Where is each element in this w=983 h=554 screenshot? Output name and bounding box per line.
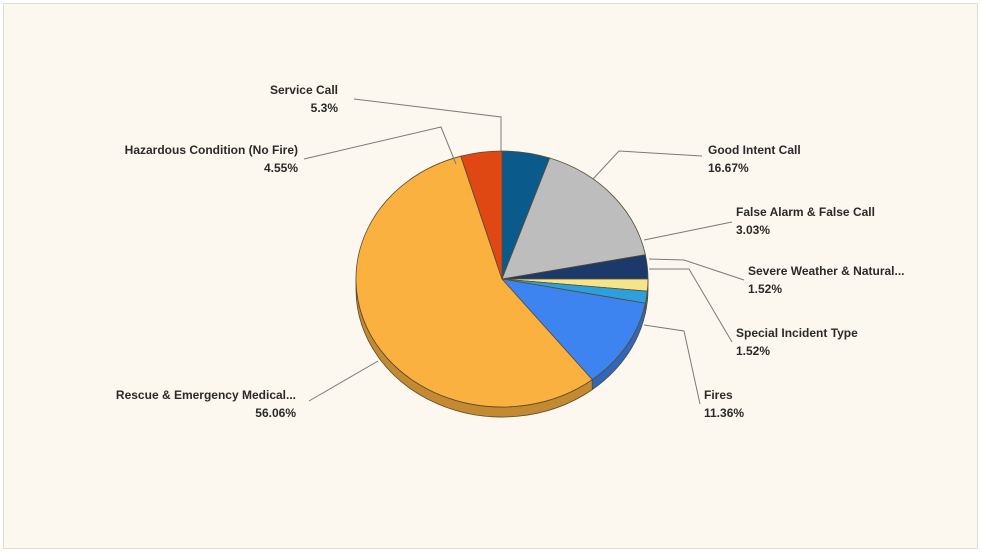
pie-slices [355, 150, 649, 408]
leader-line-severe-weather-natural [648, 258, 745, 281]
slice-good-intent-call[interactable] [501, 157, 646, 280]
leader-line-hazardous-condition-no-fire [303, 126, 457, 165]
slice-value-service-call: 5.3% [311, 101, 339, 115]
slice-value-fires: 11.36% [704, 406, 744, 420]
leader-line-rescue-emergency-medical [308, 360, 379, 402]
leader-lines [303, 98, 745, 405]
slice-value-severe-weather-natural: 1.52% [748, 282, 782, 296]
leader-line-fires [643, 324, 701, 405]
slice-label-severe-weather-natural: Severe Weather & Natural... [748, 264, 905, 278]
slice-fires[interactable] [500, 278, 646, 381]
leader-line-good-intent-call [592, 150, 703, 180]
slice-label-false-alarm-false-call: False Alarm & False Call [736, 205, 875, 219]
slice-label-rescue-emergency-medical: Rescue & Emergency Medical... [116, 388, 296, 402]
slice-label-hazardous-condition-no-fire: Hazardous Condition (No Fire) [125, 143, 298, 157]
slice-labels: Service Call 5.3% Good Intent Call 16.67% Fa… [116, 83, 905, 420]
slice-label-good-intent-call: Good Intent Call [708, 143, 801, 157]
slice-value-false-alarm-false-call: 3.03% [736, 223, 770, 237]
slice-value-special-incident-type: 1.52% [736, 344, 770, 358]
slice-value-hazardous-condition-no-fire: 4.55% [264, 161, 298, 175]
slice-label-fires: Fires [704, 388, 733, 402]
slice-value-rescue-emergency-medical: 56.06% [255, 406, 296, 420]
slice-hazardous-condition-no-fire[interactable] [460, 150, 503, 280]
leader-line-special-incident-type [649, 268, 733, 343]
slice-rescue-emergency-medical[interactable] [355, 155, 593, 408]
leader-line-false-alarm-false-call [643, 221, 733, 241]
leader-line-service-call [353, 98, 502, 151]
chart-panel: Service Call 5.3% Good Intent Call 16.67% Fa… [3, 3, 978, 549]
slice-value-good-intent-call: 16.67% [708, 161, 749, 175]
pie-chart: Service Call 5.3% Good Intent Call 16.67% Fa… [116, 83, 905, 420]
slice-label-service-call: Service Call [270, 83, 338, 97]
slice-label-special-incident-type: Special Incident Type [736, 326, 858, 340]
